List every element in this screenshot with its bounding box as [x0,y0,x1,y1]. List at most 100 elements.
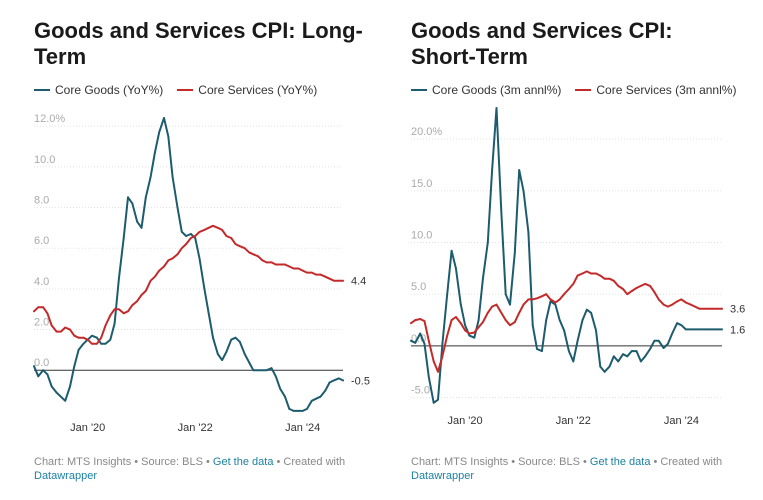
data-point-core-goods [491,169,494,171]
data-point-core-services [149,279,152,282]
data-point-core-goods [680,324,683,327]
data-point-core-goods [180,231,183,233]
data-point-core-goods [118,277,120,280]
data-point-core-goods [540,350,543,353]
y-tick-label: 4.0 [34,276,49,288]
data-point-core-goods [104,342,107,345]
data-point-core-goods [248,361,250,364]
data-point-core-goods [617,360,620,363]
data-point-core-goods [644,355,647,358]
data-point-core-services [441,355,444,358]
data-point-core-services [707,307,710,310]
data-point-core-services [306,271,308,274]
chart-footer: Chart: MTS Insights • Source: BLS • Get … [411,455,741,483]
data-point-core-goods [319,395,322,398]
data-point-core-goods [270,367,273,370]
data-point-core-services [292,267,295,270]
data-point-core-goods [221,359,223,361]
data-point-core-services [131,304,134,307]
data-point-core-services [716,307,719,310]
x-tick-label: Jan '20 [448,415,483,427]
data-point-core-services [662,303,665,306]
data-point-core-services [563,293,565,296]
data-point-core-goods [50,385,53,388]
get-the-data-link[interactable]: Get the data [589,456,651,468]
data-point-core-services [324,275,327,278]
data-point-core-services [531,298,534,301]
data-point-core-services [257,255,259,258]
data-point-core-goods [274,375,277,378]
end-value-label-core-goods: -0.5 [351,375,370,387]
data-point-core-services [42,306,45,309]
data-point-core-goods [230,338,233,341]
data-point-core-goods [342,379,344,382]
data-point-core-services [176,253,179,256]
data-point-core-services [73,334,76,337]
data-point-core-services [608,277,611,280]
data-point-core-services [144,290,147,292]
data-point-core-services [680,298,683,301]
data-point-core-goods [595,329,597,332]
data-point-core-goods [689,328,692,331]
data-point-core-services [69,328,71,331]
data-point-core-services [113,308,116,311]
data-point-core-services [482,321,484,324]
data-point-core-services [522,303,525,306]
data-point-core-services [136,300,139,302]
data-point-core-goods [653,339,656,342]
data-point-core-services [432,360,435,363]
datawrapper-link[interactable]: Datawrapper [34,470,97,482]
data-point-core-goods [513,251,516,254]
data-point-core-services [572,282,575,285]
legend-item-core-services: Core Services (3m annl%) [575,83,736,97]
data-point-core-services [414,319,417,321]
data-point-core-goods [238,340,241,343]
data-point-core-services [234,243,237,246]
data-point-core-services [689,303,692,306]
data-point-core-goods [122,237,125,239]
data-point-core-goods [495,107,498,109]
datawrapper-link[interactable]: Datawrapper [411,470,474,482]
data-point-core-services [495,303,498,306]
data-point-core-services [100,336,103,339]
data-point-core-services [167,259,170,262]
data-point-core-goods [500,210,503,213]
series-line-core-services [33,224,344,345]
data-point-core-services [676,300,679,303]
data-point-core-services [558,298,561,301]
data-point-core-services [154,275,156,278]
data-point-core-goods [531,324,534,327]
legend-swatch-core-goods [34,89,50,91]
data-point-core-goods [477,319,480,321]
data-point-core-services [504,319,507,321]
data-point-core-goods [585,308,588,311]
data-point-core-goods [225,351,228,353]
data-point-core-services [33,310,35,313]
data-point-core-goods [301,410,304,412]
data-point-core-services [622,288,624,290]
data-point-core-goods [459,303,462,306]
data-point-core-goods [518,169,521,171]
data-point-core-goods [630,350,633,353]
data-point-core-goods [207,312,210,315]
data-point-core-services [95,342,98,345]
data-point-core-goods [109,338,112,341]
y-tick-label: 8.0 [34,195,49,207]
data-point-core-goods [427,376,430,378]
data-point-core-services [518,311,521,314]
data-point-core-goods [657,339,660,342]
data-point-core-goods [599,365,602,368]
data-point-core-goods [711,328,714,331]
data-point-core-goods [486,241,489,244]
data-point-core-goods [324,389,327,392]
data-point-core-services [284,263,286,266]
data-point-core-goods [563,329,565,332]
data-point-core-services [549,298,552,301]
data-point-core-goods [694,328,696,331]
get-the-data-link[interactable]: Get the data [212,456,274,468]
data-point-core-services [639,285,642,287]
data-point-core-services [274,263,277,266]
data-point-core-goods [721,328,723,331]
data-point-core-services [171,257,174,260]
data-point-core-services [328,277,331,280]
